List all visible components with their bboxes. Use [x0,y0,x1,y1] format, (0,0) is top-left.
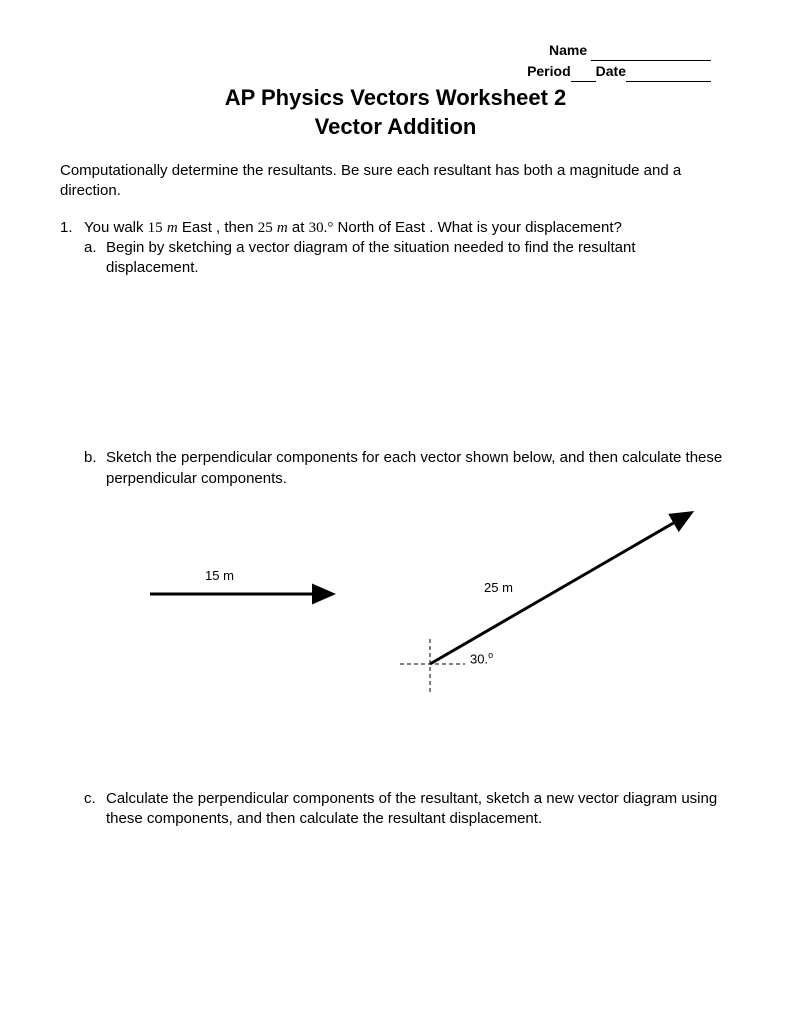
q1a-text: Begin by sketching a vector diagram of t… [106,238,731,279]
name-label: Name [549,42,587,58]
q1c-letter: c. [84,789,106,830]
question-1: 1. You walk 15 m East , then 25 m at 30.… [60,218,731,238]
vec2-label: 25 m [484,579,513,597]
q1c: c. Calculate the perpendicular component… [84,789,731,830]
title-line1: AP Physics Vectors Worksheet 2 [60,84,731,113]
angle-unit: o [488,650,493,660]
q1a: a. Begin by sketching a vector diagram o… [84,238,731,279]
angle-label: 30.o [470,649,493,668]
q1b: b. Sketch the perpendicular components f… [84,448,731,489]
q1a-workspace [60,278,731,448]
diagram-svg [60,499,730,719]
q1-v1-dir: East [182,219,212,236]
title-line2: Vector Addition [60,113,731,142]
q1-post: . What is your displacement? [425,219,622,236]
period-label: Period [527,63,571,79]
q1-at: at [288,219,309,236]
q1-v2-val: 25 [258,220,273,236]
q1b-workspace [60,729,731,789]
q1-text: You walk 15 m East , then 25 m at 30.° N… [84,218,731,238]
vector-2 [430,514,689,664]
header-block: Name Period Date [60,40,711,82]
q1b-text: Sketch the perpendicular components for … [106,448,731,489]
vector-diagram: 15 m 25 m 30.o [60,499,731,719]
date-blank[interactable] [626,81,711,82]
angle-value: 30. [470,651,488,666]
q1-v2-dir: North of East [333,219,425,236]
q1c-text: Calculate the perpendicular components o… [106,789,731,830]
q1b-letter: b. [84,448,106,489]
vec1-label: 15 m [205,567,234,585]
q1-v1-val: 15 [148,220,163,236]
period-blank[interactable] [571,81,596,82]
q1-angle: 30. [309,220,328,236]
page-title: AP Physics Vectors Worksheet 2 Vector Ad… [60,84,731,141]
q1-pre: You walk [84,219,148,236]
q1-then: , then [212,219,258,236]
q1a-letter: a. [84,238,106,279]
q1-number: 1. [60,218,84,238]
q1-v2-unit: m [277,220,288,236]
instructions-text: Computationally determine the resultants… [60,161,731,202]
date-label: Date [596,63,626,79]
q1-v1-unit: m [167,220,178,236]
